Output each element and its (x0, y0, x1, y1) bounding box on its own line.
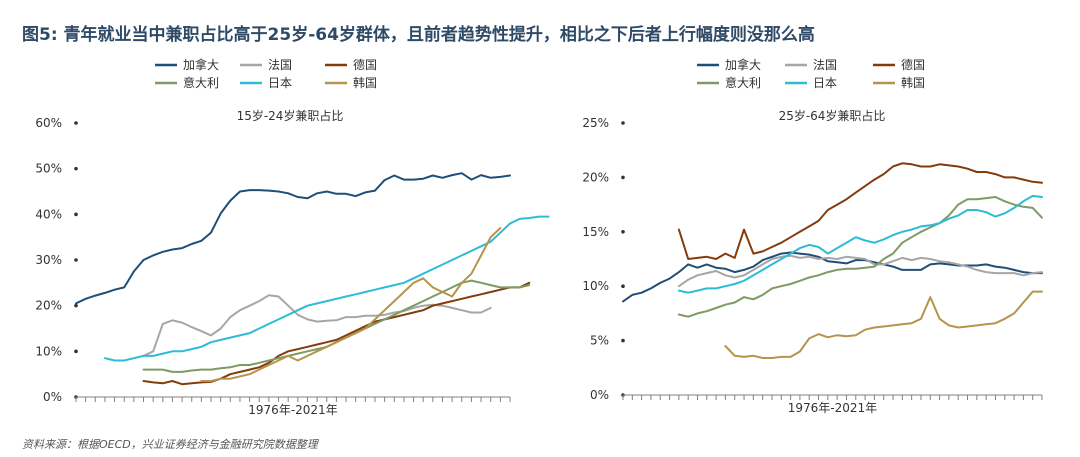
y-tick-dot (621, 230, 625, 234)
legend-label-5: 日本 (813, 76, 837, 90)
y-tick-label: 20% (35, 299, 62, 313)
legend-label-6: 韩国 (353, 75, 377, 90)
y-tick-dot (74, 303, 78, 308)
y-tick-dot (621, 175, 625, 180)
y-tick-dot (74, 166, 78, 171)
figure-title: 图5: 青年就业当中兼职占比高于25岁-64岁群体，且前者趋势性提升，相比之下后… (22, 25, 815, 45)
series-line-德国 (677, 162, 1043, 260)
y-tick-label: 25% (582, 116, 609, 130)
legend-label-4: 意大利 (183, 75, 219, 90)
legend-label-3: 德国 (901, 57, 925, 72)
y-tick-label: 40% (35, 207, 62, 221)
x-axis-label: 1976年-2021年 (248, 403, 337, 417)
series-line-加拿大 (75, 172, 511, 305)
legend-label-1: 加拿大 (183, 57, 219, 72)
series-line-意大利 (142, 279, 531, 373)
y-tick-dot (74, 349, 78, 354)
series-line-韩国 (200, 227, 502, 382)
series-line-法国 (677, 254, 1043, 288)
y-tick-label: 15% (582, 225, 609, 239)
series-line-意大利 (677, 196, 1043, 318)
y-tick-dot (74, 258, 78, 262)
y-tick-dot (621, 284, 625, 288)
legend-label-1: 加拿大 (725, 57, 761, 72)
x-axis-label: 1976年-2021年 (788, 401, 877, 415)
y-tick-label: 10% (582, 279, 609, 293)
series-line-德国 (142, 281, 531, 386)
y-tick-label: 60% (35, 116, 62, 130)
y-tick-label: 0% (590, 388, 609, 402)
series-line-日本 (103, 215, 550, 362)
y-tick-label: 0% (43, 390, 62, 404)
y-tick-dot (74, 121, 78, 125)
legend-label-4: 意大利 (725, 75, 761, 90)
legend-label-2: 法国 (268, 58, 292, 72)
series-line-日本 (677, 194, 1043, 294)
y-tick-dot (621, 121, 625, 125)
y-tick-dot (621, 338, 625, 343)
y-tick-label: 20% (582, 170, 609, 184)
legend-label-2: 法国 (813, 58, 837, 72)
legend-label-5: 日本 (268, 76, 292, 90)
y-tick-label: 10% (35, 344, 62, 358)
series-line-韩国 (724, 290, 1043, 359)
legend-label-6: 韩国 (901, 75, 925, 90)
legend-label-3: 德国 (353, 57, 377, 72)
source-note: 资料来源：根据OECD，兴业证券经济与金融研究院数据整理 (22, 438, 318, 451)
y-tick-label: 50% (35, 162, 62, 176)
series-line-加拿大 (622, 251, 1043, 303)
chart-title: 25岁-64岁兼职占比 (779, 108, 886, 123)
y-tick-dot (74, 212, 78, 217)
chart-title: 15岁-24岁兼职占比 (237, 108, 344, 123)
y-tick-label: 5% (590, 334, 609, 348)
y-tick-label: 30% (35, 253, 62, 267)
